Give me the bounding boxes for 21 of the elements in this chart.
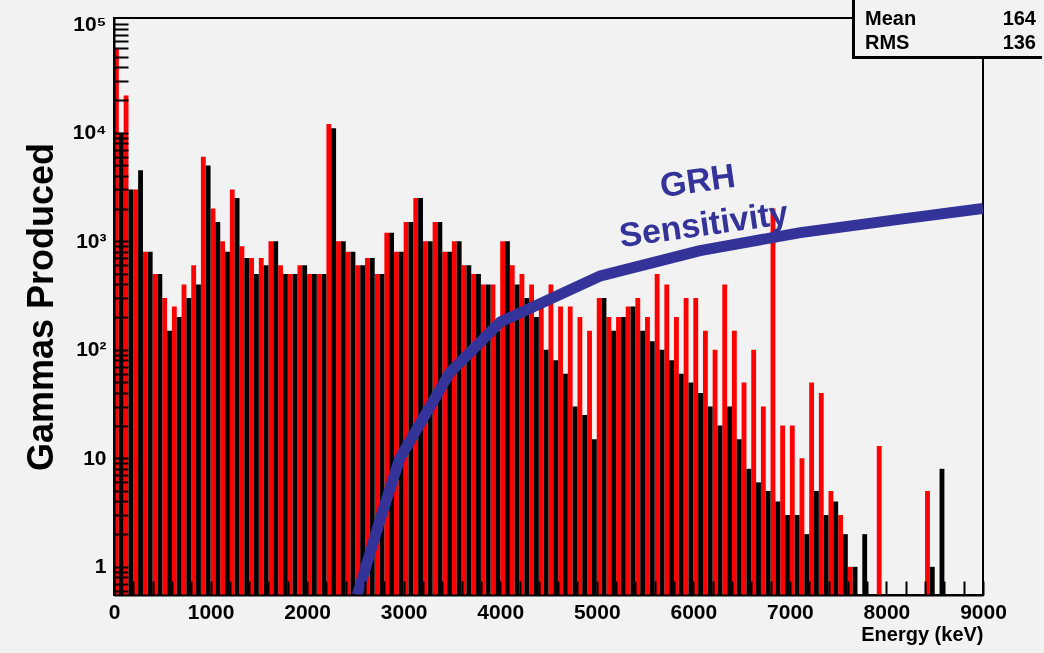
x-tick-label: 8000 (863, 599, 911, 623)
x-tick-label: 1000 (187, 599, 235, 623)
y-tick-label: 10³ (76, 228, 107, 252)
y-tick-label: 1 (94, 554, 107, 578)
y-axis-title: Gammas Produced (19, 142, 61, 472)
x-axis-title: Energy (keV) (861, 622, 984, 645)
text: Mean 164 (865, 7, 1036, 29)
x-tick-label: 4000 (477, 599, 525, 623)
y-tick-label: 10⁵ (73, 11, 107, 35)
x-tick-label: 0 (108, 599, 121, 623)
x-tick-label: 5000 (573, 599, 621, 623)
x-tick-label: 2000 (284, 599, 331, 623)
x-tick-label: 3000 (380, 599, 428, 623)
y-tick-label: 10² (76, 337, 107, 361)
x-tick-label: 9000 (960, 599, 1007, 623)
y-tick-label: 10⁴ (72, 120, 107, 144)
text: RMS 136 (865, 31, 1036, 53)
x-tick-label: 6000 (670, 599, 718, 623)
x-tick-label: 7000 (767, 599, 814, 623)
y-tick-label: 10 (83, 445, 107, 469)
text: GRH Sensitivity (616, 155, 791, 255)
